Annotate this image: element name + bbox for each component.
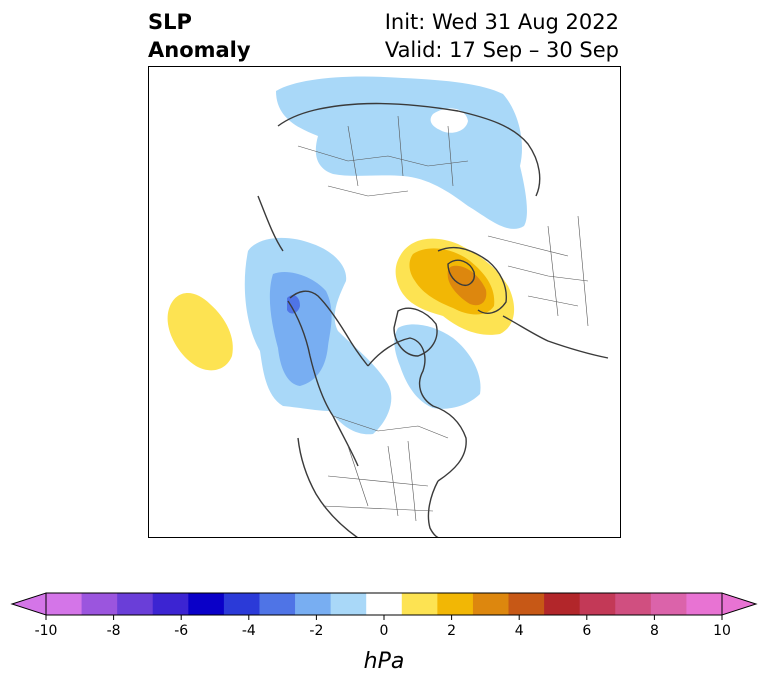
colorbar-segment (437, 593, 474, 615)
colorbar-segment (188, 593, 225, 615)
border-lines-north-america (322, 415, 449, 522)
colorbar-extend-high (721, 592, 758, 616)
colorbar-segment (81, 593, 118, 615)
title-line-anomaly: Anomaly (148, 38, 251, 62)
anomaly-fills (167, 76, 527, 435)
us-southwest-coast (297, 437, 359, 538)
colorbar-segment (295, 593, 332, 615)
colorbar-tick-label: -2 (309, 623, 323, 639)
greenland-coast (393, 307, 438, 357)
border-lines-europe (487, 215, 589, 327)
colorbar-ticks: -10 -8 -6 -4 -2 0 2 4 6 8 10 (35, 615, 731, 639)
north-pacific-core-region (287, 295, 300, 314)
mediterranean-coast (502, 315, 609, 359)
hudson-bay-negative-region (394, 324, 481, 409)
slp-anomaly-map (148, 66, 621, 538)
colorbar-extend-low (10, 592, 47, 616)
siberia-white-gap (430, 108, 468, 133)
hudson-bay-coast (367, 337, 467, 482)
valid-dates: Valid: 17 Sep – 30 Sep (384, 38, 619, 62)
colorbar-segment (579, 593, 616, 615)
colorbar-segment (117, 593, 154, 615)
colorbar-unit-label: hPa (364, 649, 405, 674)
map-frame (148, 66, 621, 538)
colorbar-segment (508, 593, 545, 615)
colorbar-tick-label: 8 (650, 623, 659, 639)
init-date: Init: Wed 31 Aug 2022 (384, 10, 619, 34)
colorbar-segment (152, 593, 189, 615)
colorbar-segment (223, 593, 260, 615)
colorbar-segment (259, 593, 296, 615)
colorbar-tick-label: -8 (107, 623, 121, 639)
north-america-west-coast (287, 300, 359, 467)
colorbar-segment (330, 593, 367, 615)
colorbar-segment (544, 593, 581, 615)
europe-coast (437, 246, 507, 314)
colorbar-tick-label: 10 (713, 623, 731, 639)
political-borders (297, 115, 589, 522)
colorbar-tick-label: 2 (447, 623, 456, 639)
colorbar-tick-label: 4 (515, 623, 524, 639)
colorbar-tick-label: -10 (35, 623, 58, 639)
colorbar-tick-label: -4 (242, 623, 256, 639)
colorbar-segment (472, 593, 510, 615)
colorbar-tick-label: 0 (380, 623, 389, 639)
colorbar-tick-label: -6 (174, 623, 188, 639)
colorbar-segment (46, 593, 83, 615)
colorbar-tick-label: 6 (582, 623, 591, 639)
colorbar: -10 -8 -6 -4 -2 0 2 4 6 8 10 hPa (10, 592, 758, 674)
title-line-slp: SLP (148, 10, 192, 34)
asia-arctic-coast (277, 102, 541, 197)
colorbar-segment (366, 593, 403, 615)
colorbar-segment (615, 593, 652, 615)
map-title: SLP Anomaly (148, 8, 251, 64)
colorbar-segments (10, 592, 758, 616)
colorbar-segment (401, 593, 438, 615)
alaska-coast (289, 290, 369, 367)
colorbar-segment (686, 593, 723, 615)
colorbar-segment (650, 593, 687, 615)
asia-east-coast (257, 195, 284, 252)
border-lines-asia (297, 115, 469, 197)
scandinavia-coast (447, 259, 475, 286)
hawaii-positive-region (167, 293, 233, 371)
north-pacific-mid-region (269, 271, 332, 386)
forecast-dates: Init: Wed 31 Aug 2022 Valid: 17 Sep – 30… (385, 8, 619, 64)
coastlines (257, 102, 609, 538)
